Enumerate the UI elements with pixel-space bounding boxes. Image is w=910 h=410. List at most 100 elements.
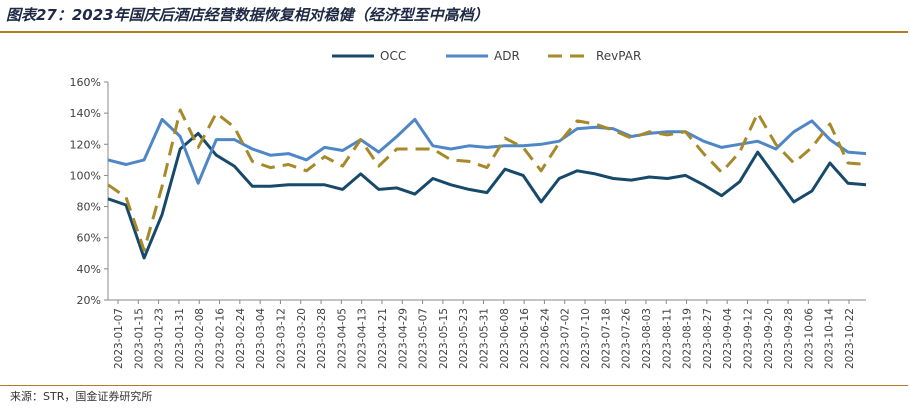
data-point — [233, 165, 235, 167]
data-point — [558, 142, 560, 144]
series-line-occ — [107, 131, 867, 260]
data-point — [630, 137, 632, 139]
data-point — [396, 148, 398, 150]
data-point — [396, 187, 398, 189]
data-point — [287, 152, 289, 154]
data-point — [702, 140, 704, 142]
y-tick-label: 160% — [70, 76, 101, 89]
data-point — [811, 120, 813, 122]
data-point — [576, 120, 578, 122]
x-tick-label: 2023-10-06 — [803, 308, 815, 369]
data-point — [215, 154, 217, 156]
data-point — [702, 152, 704, 154]
x-tick-label: 2023-07-26 — [621, 308, 633, 369]
data-point — [341, 149, 343, 151]
data-point — [486, 191, 488, 193]
x-tick-label: 2023-08-11 — [661, 308, 673, 369]
x-tick-label: 2023-08-03 — [641, 308, 653, 369]
data-point — [865, 152, 867, 154]
data-point — [269, 185, 271, 187]
data-point — [161, 118, 163, 120]
data-point — [414, 193, 416, 195]
data-point — [143, 249, 145, 251]
data-point — [287, 184, 289, 186]
data-point — [847, 182, 849, 184]
data-point — [251, 185, 253, 187]
data-point — [233, 138, 235, 140]
data-point — [540, 143, 542, 145]
x-tick-label: 2023-10-14 — [824, 308, 836, 369]
data-point — [287, 163, 289, 165]
y-tick-label: 100% — [70, 169, 101, 182]
data-point — [684, 174, 686, 176]
data-point — [594, 123, 596, 125]
x-tick-label: 2023-09-20 — [763, 308, 775, 369]
legend-label-revpar: RevPAR — [596, 49, 641, 63]
data-point — [378, 151, 380, 153]
x-tick-label: 2023-03-04 — [255, 308, 267, 369]
legend-label-occ: OCC — [380, 49, 406, 63]
data-point — [829, 138, 831, 140]
data-point — [757, 112, 759, 114]
data-point — [143, 159, 145, 161]
data-point — [179, 109, 181, 111]
data-point — [341, 165, 343, 167]
x-tick-label: 2023-04-05 — [336, 308, 348, 369]
data-point — [612, 129, 614, 131]
data-point — [648, 131, 650, 133]
data-point — [504, 137, 506, 139]
data-point — [305, 170, 307, 172]
x-tick-label: 2023-05-31 — [479, 308, 491, 369]
data-point — [865, 184, 867, 186]
series-line-adr — [107, 117, 867, 185]
data-point — [215, 138, 217, 140]
data-point — [161, 185, 163, 187]
data-point — [504, 168, 506, 170]
data-point — [305, 159, 307, 161]
data-point — [738, 143, 740, 145]
x-tick-label: 2023-07-02 — [560, 308, 572, 369]
x-tick-label: 2023-05-23 — [458, 308, 470, 369]
title-rule — [0, 31, 908, 33]
data-point — [738, 180, 740, 182]
data-point — [323, 184, 325, 186]
data-point — [450, 148, 452, 150]
x-tick-label: 2023-02-16 — [215, 308, 227, 369]
data-point — [432, 177, 434, 179]
data-point — [143, 257, 145, 259]
x-tick-label: 2023-07-18 — [600, 308, 612, 369]
data-point — [359, 173, 361, 175]
x-tick-label: 2023-08-27 — [702, 308, 714, 369]
data-point — [378, 188, 380, 190]
series-revpar — [107, 108, 867, 252]
data-point — [540, 170, 542, 172]
data-point — [107, 198, 109, 200]
source-rule — [0, 385, 908, 386]
y-tick-label: 40% — [77, 263, 101, 276]
x-tick-label: 2023-05-07 — [418, 308, 430, 369]
data-point — [757, 151, 759, 153]
x-tick-label: 2023-09-28 — [783, 308, 795, 369]
data-point — [486, 146, 488, 148]
data-point — [197, 182, 199, 184]
data-point — [757, 140, 759, 142]
data-point — [720, 171, 722, 173]
data-point — [251, 160, 253, 162]
data-point — [865, 163, 867, 165]
data-point — [594, 126, 596, 128]
data-point — [612, 177, 614, 179]
y-tick-label: 60% — [77, 232, 101, 245]
data-point — [305, 184, 307, 186]
x-tick-label: 2023-01-07 — [113, 308, 125, 369]
data-point — [197, 146, 199, 148]
data-point — [396, 135, 398, 137]
data-point — [811, 146, 813, 148]
data-point — [522, 174, 524, 176]
data-point — [811, 190, 813, 192]
y-tick-label: 120% — [70, 138, 101, 151]
data-point — [432, 148, 434, 150]
data-point — [738, 151, 740, 153]
data-point — [522, 146, 524, 148]
data-point — [450, 184, 452, 186]
data-point — [468, 160, 470, 162]
